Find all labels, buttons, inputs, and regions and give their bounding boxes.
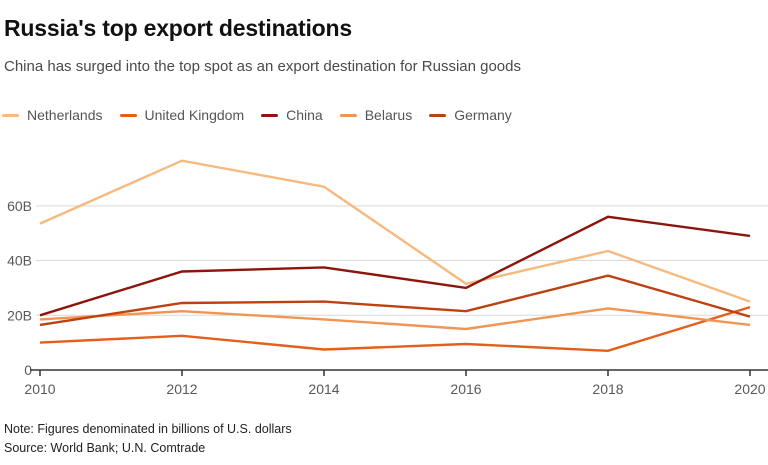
page-title: Russia's top export destinations (4, 15, 352, 41)
legend-label: Netherlands (27, 107, 103, 123)
chart-subtitle: China has surged into the top spot as an… (4, 58, 521, 75)
series-line-netherlands (39, 159, 751, 303)
legend-item-china: China (261, 107, 323, 123)
x-tick-label: 2018 (592, 381, 623, 397)
legend-item-netherlands: Netherlands (2, 107, 103, 123)
x-tick-label: 2020 (734, 381, 765, 397)
legend-swatch-icon (429, 113, 447, 117)
legend-label: Germany (454, 107, 512, 123)
chart-footer: Note: Figures denominated in billions of… (4, 420, 292, 458)
line-chart: 0 20B 40B 60B 2010 2012 2014 2016 2018 2020 (7, 159, 768, 397)
legend-item-belarus: Belarus (339, 107, 413, 123)
chart-note: Note: Figures denominated in billions of… (4, 422, 292, 436)
x-tick-label: 2014 (308, 381, 339, 397)
series-line-united-kingdom (39, 305, 751, 353)
legend-swatch-icon (2, 113, 19, 117)
y-tick-label: 0 (24, 362, 32, 378)
series-line-china (39, 215, 751, 317)
legend-label: Belarus (364, 107, 413, 123)
legend-label: United Kingdom (144, 107, 245, 123)
series-line-germany (39, 274, 751, 327)
legend-item-germany: Germany (429, 107, 512, 123)
y-tick-label: 20B (7, 307, 32, 323)
legend-label: China (286, 107, 323, 123)
chart-legend: Netherlands United Kingdom China Belarus Ger… (2, 106, 768, 124)
y-tick-label: 60B (7, 198, 32, 214)
legend-swatch-icon (261, 113, 279, 117)
x-tick-label: 2016 (450, 381, 481, 397)
x-tick-label: 2010 (24, 381, 55, 397)
legend-item-united-kingdom: United Kingdom (119, 107, 245, 123)
series-line-belarus (39, 307, 751, 331)
legend-swatch-icon (119, 113, 137, 117)
chart-source: Source: World Bank; U.N. Comtrade (4, 441, 206, 455)
chart-area: 0 20B 40B 60B 2010 2012 2014 2016 2018 2020 (0, 133, 768, 404)
y-tick-label: 40B (7, 253, 32, 269)
legend-swatch-icon (339, 113, 357, 117)
x-tick-label: 2012 (166, 381, 197, 397)
